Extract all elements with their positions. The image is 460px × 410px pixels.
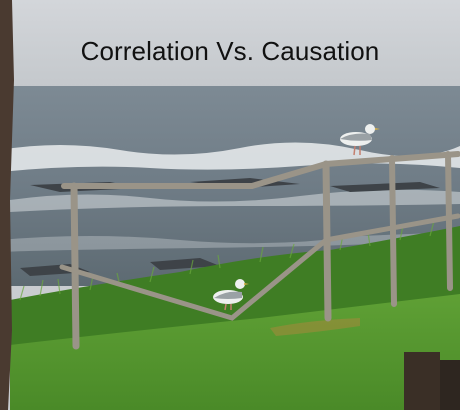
caption-text: Correlation Vs. Causation [80,36,380,66]
seagull-top [340,124,380,156]
wooden-post-side [440,360,460,410]
railing [59,151,460,350]
seagull-bottom [213,279,249,311]
surf-foam [0,142,460,252]
dirt-patch [270,318,360,336]
grass-blades [19,220,435,301]
tree-trunk [0,0,14,410]
sky [0,0,460,88]
wooden-post [404,352,440,410]
